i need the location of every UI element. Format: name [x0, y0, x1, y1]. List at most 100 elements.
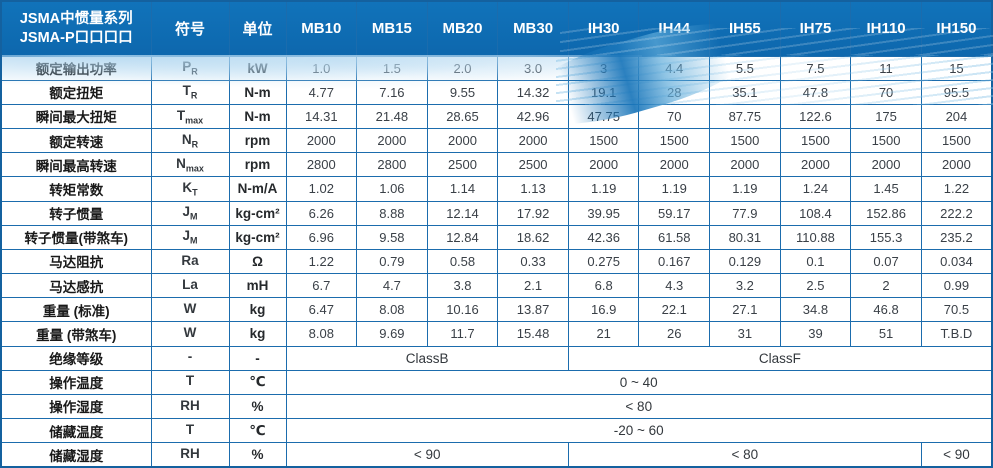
symbol-cell: Nmax: [150, 152, 230, 178]
merged-value-cell: < 80: [567, 442, 922, 468]
value-cell: 4.3: [638, 273, 711, 299]
value-cell: 155.3: [850, 224, 922, 250]
value-cell: 4.7: [356, 273, 428, 299]
value-cell: 2000: [638, 152, 711, 178]
value-cell: 2000: [779, 152, 852, 178]
table-row: 马达阻抗 Ra Ω 1.22 0.79 0.58 0.33 0.275 0.167 0.129 0.…: [0, 248, 993, 275]
value-cell: 6.7: [285, 273, 358, 299]
unit-cell: mH: [228, 273, 287, 299]
unit-cell: N-m/A: [228, 176, 287, 202]
merged-value-cell: 0 ~ 40: [285, 369, 993, 395]
value-cell: 70: [638, 103, 711, 130]
value-cell: 42.96: [497, 103, 569, 130]
value-cell: 11: [850, 55, 922, 81]
value-cell: 204: [920, 103, 993, 130]
table-row: 转子惯量 JM kg-cm² 6.26 8.88 12.14 17.92 39.95 59.17…: [0, 200, 993, 226]
value-cell: 70: [850, 79, 922, 105]
symbol-text: J: [182, 204, 190, 220]
symbol-subscript: M: [190, 211, 198, 222]
model-header: IH75: [779, 0, 852, 57]
value-cell: 27.1: [709, 297, 781, 323]
value-cell: 8.08: [285, 321, 358, 347]
value-cell: 1500: [638, 128, 711, 154]
value-cell: 2800: [285, 152, 358, 178]
value-cell: 2000: [850, 152, 922, 178]
value-cell: 28: [638, 79, 711, 105]
value-cell: 0.79: [356, 248, 428, 275]
value-cell: 0.129: [709, 248, 781, 275]
model-header: IH44: [638, 0, 711, 57]
symbol-text: J: [182, 228, 190, 244]
value-cell: 9.58: [356, 224, 428, 250]
symbol-cell: La: [150, 273, 230, 299]
value-cell: 2000: [285, 128, 358, 154]
series-title-line2: JSMA-P口口口口: [19, 29, 133, 46]
value-cell: 0.99: [920, 273, 993, 299]
value-cell: 16.9: [567, 297, 640, 323]
symbol-text: W: [183, 300, 197, 316]
value-cell: 1.19: [638, 176, 711, 202]
value-cell: 1.24: [779, 176, 852, 202]
value-cell: 4.77: [285, 79, 358, 105]
value-cell: 15.48: [497, 321, 569, 347]
unit-column-header: 单位: [228, 0, 287, 57]
table-row: 转子惯量(带煞车) JM kg-cm² 6.96 9.58 12.84 18.62 42.36…: [0, 224, 993, 250]
unit-cell: kg-cm²: [228, 224, 287, 250]
value-cell: 28.65: [426, 103, 499, 130]
symbol-text: Ra: [181, 252, 199, 268]
model-header: MB10: [285, 0, 358, 57]
row-label: 马达阻抗: [0, 248, 152, 275]
symbol-cell: T: [150, 369, 230, 395]
symbol-text: T: [185, 373, 195, 389]
model-header: IH55: [709, 0, 781, 57]
unit-cell: kg: [228, 321, 287, 347]
value-cell: 0.58: [426, 248, 499, 275]
symbol-text: T: [182, 83, 191, 99]
value-cell: 1.14: [426, 176, 499, 202]
value-cell: 152.86: [850, 200, 922, 226]
value-cell: 2000: [356, 128, 428, 154]
value-cell: 18.62: [497, 224, 569, 250]
value-cell: 1.06: [356, 176, 428, 202]
table-row: 转矩常数 KT N-m/A 1.02 1.06 1.14 1.13 1.19 1.19 1.19 1…: [0, 176, 993, 202]
unit-cell: %: [228, 442, 287, 468]
value-cell: T.B.D: [920, 321, 993, 347]
unit-cell: N-m: [228, 79, 287, 105]
value-cell: 1500: [779, 128, 852, 154]
value-cell: 47.8: [779, 79, 852, 105]
symbol-cell: RH: [150, 442, 230, 468]
value-cell: 59.17: [638, 200, 711, 226]
value-cell: 9.69: [356, 321, 428, 347]
merged-value-cell: < 90: [285, 442, 569, 468]
series-title: JSMA中惯量系列 JSMA-P口口口口: [0, 0, 152, 57]
value-cell: 2.0: [426, 55, 499, 81]
unit-cell: rpm: [228, 128, 287, 154]
symbol-cell: JM: [150, 200, 230, 226]
value-cell: 3.8: [426, 273, 499, 299]
symbol-cell: JM: [150, 224, 230, 250]
symbol-cell: RH: [150, 393, 230, 420]
value-cell: 1.19: [567, 176, 640, 202]
value-cell: 1500: [850, 128, 922, 154]
value-cell: 10.16: [426, 297, 499, 323]
value-cell: 47.75: [567, 103, 640, 130]
symbol-text: RH: [180, 445, 200, 461]
value-cell: 1.45: [850, 176, 922, 202]
value-cell: 1.13: [497, 176, 569, 202]
value-cell: 110.88: [779, 224, 852, 250]
value-cell: 3.2: [709, 273, 781, 299]
symbol-text: T: [185, 421, 195, 437]
symbol-text: RH: [180, 397, 200, 413]
value-cell: 8.88: [356, 200, 428, 226]
row-label: 绝缘等级: [0, 345, 152, 371]
value-cell: 1.19: [709, 176, 781, 202]
value-cell: 1500: [920, 128, 993, 154]
value-cell: 34.8: [779, 297, 852, 323]
table-row: 额定转速 NR rpm 2000 2000 2000 2000 1500 1500 1500 150…: [0, 128, 993, 154]
value-cell: 42.36: [567, 224, 640, 250]
model-header: MB20: [426, 0, 499, 57]
table-row: 额定扭矩 TR N-m 4.77 7.16 9.55 14.32 19.1 28 35.1 47.8…: [0, 79, 993, 105]
symbol-text: -: [187, 349, 193, 365]
symbol-column-header: 符号: [150, 0, 230, 57]
